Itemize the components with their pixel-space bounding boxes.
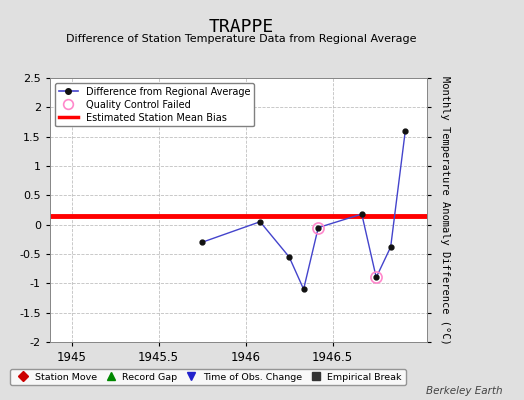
Text: TRAPPE: TRAPPE: [209, 18, 274, 36]
Legend: Difference from Regional Average, Quality Control Failed, Estimated Station Mean: Difference from Regional Average, Qualit…: [54, 83, 254, 126]
Legend: Station Move, Record Gap, Time of Obs. Change, Empirical Break: Station Move, Record Gap, Time of Obs. C…: [10, 369, 406, 385]
Text: Berkeley Earth: Berkeley Earth: [427, 386, 503, 396]
Y-axis label: Monthly Temperature Anomaly Difference (°C): Monthly Temperature Anomaly Difference (…: [440, 76, 450, 344]
Text: Difference of Station Temperature Data from Regional Average: Difference of Station Temperature Data f…: [66, 34, 416, 44]
